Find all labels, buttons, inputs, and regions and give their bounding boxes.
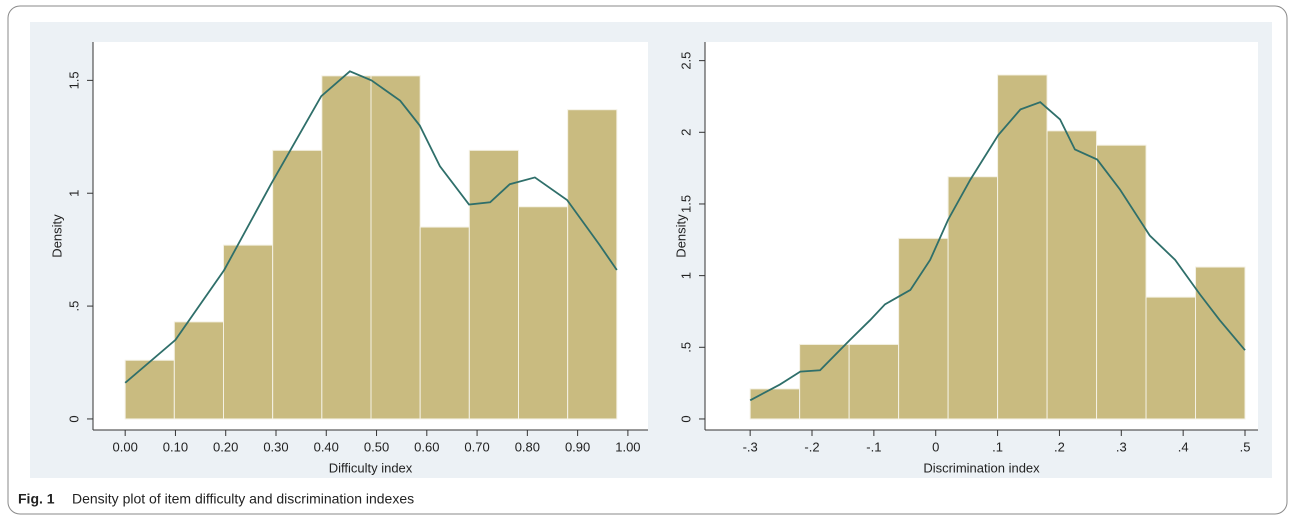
y-axis-label: Density [49, 214, 64, 258]
y-tick-label: 0 [66, 415, 81, 422]
bar [173, 321, 225, 420]
bar [1195, 266, 1246, 420]
x-tick-label: 1.00 [615, 439, 640, 454]
y-tick-label: 1 [678, 272, 693, 279]
y-tick-label: 1.5 [678, 195, 693, 213]
x-tick-label: 0.60 [414, 439, 439, 454]
y-tick-label: 1 [66, 190, 81, 197]
density-line [124, 70, 618, 384]
x-tick-label: 0.70 [464, 439, 489, 454]
x-tick-label: -.2 [804, 439, 819, 454]
bar [1145, 296, 1197, 420]
bar [272, 149, 323, 420]
bar [898, 237, 949, 420]
bar [1046, 130, 1098, 420]
x-tick-label: .2 [1054, 439, 1065, 454]
bar [124, 359, 175, 420]
bar [799, 343, 850, 420]
y-tick-label: 2.5 [678, 52, 693, 70]
bar [468, 149, 519, 420]
bar [848, 343, 900, 420]
x-tick-label: 0.90 [565, 439, 590, 454]
x-tick-label: 0.50 [364, 439, 389, 454]
y-tick-label: .5 [678, 342, 693, 353]
density-line [749, 101, 1246, 402]
y-tick-label: 2 [678, 129, 693, 136]
x-tick-label: 0.80 [515, 439, 540, 454]
x-tick-label: -.1 [866, 439, 881, 454]
x-tick-label: -.3 [743, 439, 758, 454]
x-tick-label: 0.30 [263, 439, 288, 454]
x-axis-label: Difficulty index [329, 460, 413, 475]
bar [518, 206, 569, 420]
x-tick-label: 0.20 [213, 439, 238, 454]
bar [370, 75, 421, 420]
caption-label: Fig. 1 [18, 491, 55, 507]
x-tick-label: 0.40 [314, 439, 339, 454]
x-tick-label: .4 [1178, 439, 1189, 454]
bar [321, 75, 372, 420]
x-axis-label: Discrimination index [923, 460, 1040, 475]
x-tick-label: .3 [1116, 439, 1127, 454]
y-tick-label: 1.5 [66, 71, 81, 89]
x-tick-label: 0.00 [113, 439, 138, 454]
bar [749, 388, 801, 420]
x-tick-label: 0 [932, 439, 939, 454]
y-tick-label: 0 [678, 415, 693, 422]
bar [419, 226, 470, 420]
y-tick-label: .5 [66, 301, 81, 312]
x-tick-label: 0.10 [163, 439, 188, 454]
y-axis-label: Density [673, 214, 688, 258]
bar [1096, 144, 1147, 420]
x-tick-label: .5 [1240, 439, 1251, 454]
caption-text: Density plot of item difficulty and disc… [72, 491, 414, 507]
x-tick-label: .1 [992, 439, 1003, 454]
bar [223, 244, 274, 420]
bar [567, 109, 618, 420]
bar [947, 176, 999, 420]
